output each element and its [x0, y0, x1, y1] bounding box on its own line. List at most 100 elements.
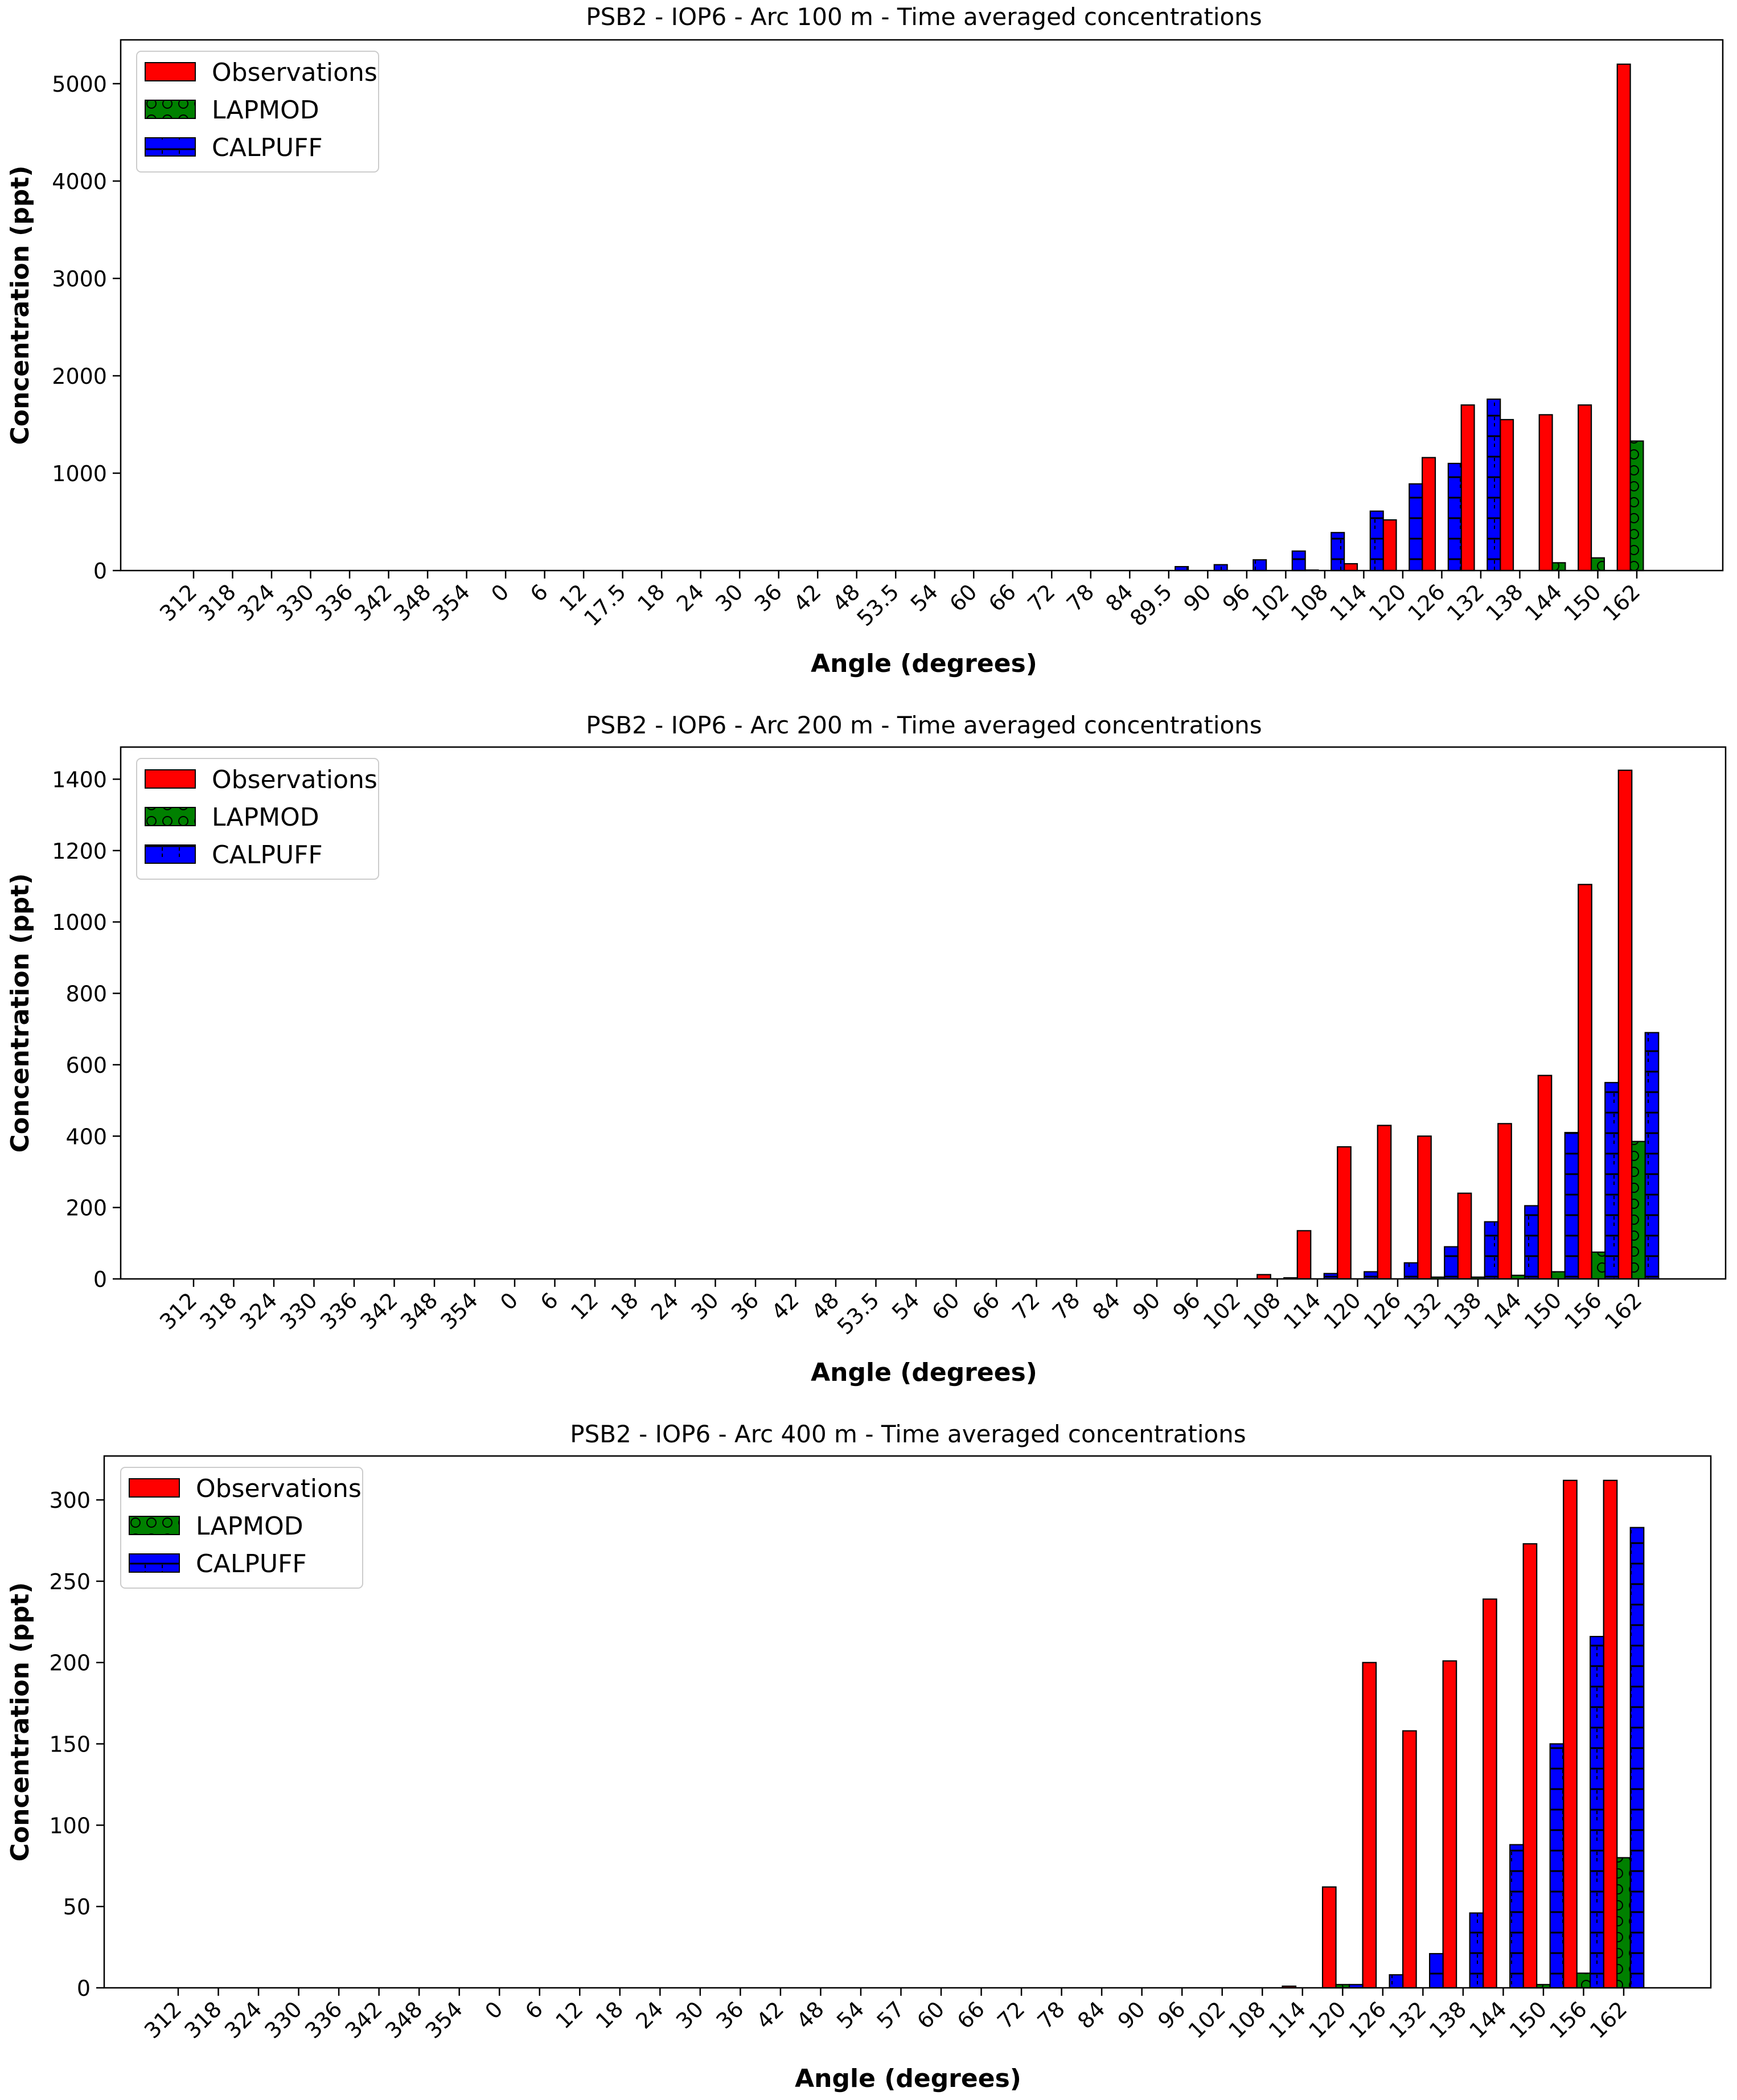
- x-tick-label: 138: [1481, 579, 1527, 626]
- legend: Observations LAPMOD CALPUFF: [136, 758, 379, 880]
- x-tick-label: 78: [1048, 1287, 1085, 1324]
- x-tick-label: 72: [1023, 579, 1060, 616]
- x-tick-label: 72: [992, 1996, 1029, 2033]
- bar-calpuff: [1291, 550, 1306, 572]
- x-tick-label: 150: [1559, 579, 1605, 626]
- bar-calpuff: [1409, 483, 1423, 572]
- bar-lapmod: [1590, 557, 1605, 572]
- x-tick-label: 318: [195, 1287, 241, 1334]
- x-tick-label: 24: [672, 579, 709, 616]
- x-tick-label: 150: [1505, 1996, 1551, 2043]
- x-tick-label: 54: [887, 1287, 924, 1324]
- chart-arc-200: PSB2 - IOP6 - Arc 200 m - Time averaged …: [6, 711, 1727, 1387]
- x-tick-label: 138: [1424, 1996, 1471, 2043]
- bar-lapmod: [1616, 1857, 1631, 1989]
- x-tick-label: 84: [1088, 1287, 1125, 1324]
- x-tick-label: 0: [480, 1996, 507, 2024]
- x-tick-label: 36: [750, 579, 787, 616]
- bar-calpuff: [1564, 1131, 1579, 1280]
- bar-calpuff: [1604, 1082, 1619, 1280]
- bar-calpuff: [1486, 398, 1501, 572]
- bar-observations: [1578, 404, 1592, 572]
- x-tick-label: 60: [927, 1287, 964, 1324]
- y-axis-label: Concentration (ppt): [6, 1582, 35, 1862]
- x-tick-label: 324: [220, 1996, 266, 2043]
- legend-swatch-calpuff: [145, 844, 196, 864]
- bar-lapmod: [1591, 1251, 1606, 1280]
- bar-observations: [1616, 63, 1631, 572]
- bar-calpuff: [1389, 1974, 1404, 1989]
- y-tick-label: 50: [63, 1894, 91, 1919]
- x-tick-label: 84: [1073, 1996, 1110, 2033]
- legend-swatch-observations: [129, 1478, 180, 1498]
- y-tick-label: 800: [65, 982, 107, 1007]
- x-tick-label: 12: [566, 1287, 603, 1324]
- bar-calpuff: [1364, 1271, 1378, 1280]
- x-tick-label: 66: [967, 1287, 1004, 1324]
- x-tick-label: 120: [1319, 1287, 1365, 1334]
- x-tick-label: 53.5: [832, 1287, 884, 1339]
- y-tick-label: 0: [77, 1976, 91, 2001]
- x-tick-label: 78: [1062, 579, 1099, 616]
- x-tick-label: 102: [1198, 1287, 1245, 1334]
- y-tick-label: 200: [49, 1651, 91, 1676]
- bar-observations: [1460, 404, 1475, 572]
- x-tick-label: 108: [1223, 1996, 1270, 2043]
- chart-arc-100: PSB2 - IOP6 - Arc 100 m - Time averaged …: [6, 3, 1724, 678]
- bar-lapmod: [1629, 440, 1644, 572]
- legend-swatch-lapmod: [145, 100, 196, 119]
- y-tick-label: 4000: [52, 169, 107, 194]
- bar-observations: [1538, 414, 1553, 572]
- x-tick-label: 12: [551, 1996, 588, 2033]
- legend-label-observations: Observations: [196, 1474, 362, 1503]
- x-tick-label: 60: [912, 1996, 949, 2033]
- legend-label-calpuff: CALPUFF: [212, 840, 323, 869]
- x-tick-label: 90: [1113, 1996, 1150, 2033]
- x-tick-label: 0: [486, 579, 514, 606]
- x-tick-label: 6: [536, 1287, 563, 1315]
- bar-calpuff: [1369, 510, 1384, 572]
- y-tick-label: 400: [65, 1124, 107, 1149]
- bar-observations: [1603, 1479, 1618, 1989]
- x-tick-label: 114: [1264, 1996, 1311, 2043]
- y-axis-ticks: 0 200 400 600 800 1000 1200 1400: [52, 767, 121, 1292]
- bar-calpuff: [1331, 532, 1345, 572]
- bar-observations: [1537, 1074, 1553, 1280]
- x-tick-label: 132: [1399, 1287, 1446, 1334]
- legend-label-calpuff: CALPUFF: [212, 133, 323, 162]
- chart-title: PSB2 - IOP6 - Arc 400 m - Time averaged …: [570, 1420, 1246, 1448]
- x-tick-label: 330: [260, 1996, 307, 2043]
- x-tick-label: 336: [311, 579, 358, 626]
- x-axis-label: Angle (degrees): [811, 649, 1037, 678]
- legend-frame: [120, 1467, 363, 1589]
- x-tick-label: 90: [1178, 579, 1216, 616]
- bar-observations: [1578, 884, 1592, 1280]
- bars-group: [1282, 1479, 1645, 1989]
- bar-observations: [1617, 769, 1633, 1280]
- y-tick-label: 0: [93, 559, 107, 584]
- x-tick-label: 30: [711, 579, 748, 616]
- x-tick-label: 66: [952, 1996, 989, 2033]
- x-tick-label: 330: [272, 579, 319, 626]
- x-tick-label: 324: [233, 579, 280, 626]
- bar-calpuff: [1509, 1844, 1524, 1989]
- legend-label-observations: Observations: [212, 765, 377, 794]
- x-tick-label: 57: [872, 1996, 909, 2033]
- x-tick-label: 156: [1559, 1287, 1606, 1334]
- x-tick-label: 78: [1033, 1996, 1070, 2033]
- bar-calpuff: [1403, 1262, 1419, 1280]
- x-tick-label: 48: [792, 1996, 829, 2033]
- x-tick-label: 354: [436, 1287, 482, 1334]
- y-tick-label: 250: [49, 1569, 91, 1594]
- y-tick-label: 1200: [52, 839, 107, 864]
- x-tick-label: 89.5: [1125, 579, 1177, 631]
- bar-calpuff: [1447, 462, 1462, 572]
- x-tick-label: 114: [1279, 1287, 1325, 1334]
- x-tick-label: 53.5: [852, 579, 904, 631]
- bar-observations: [1382, 519, 1397, 572]
- bar-calpuff: [1323, 1273, 1338, 1280]
- bar-calpuff: [1213, 564, 1228, 572]
- x-tick-label: 54: [906, 579, 943, 616]
